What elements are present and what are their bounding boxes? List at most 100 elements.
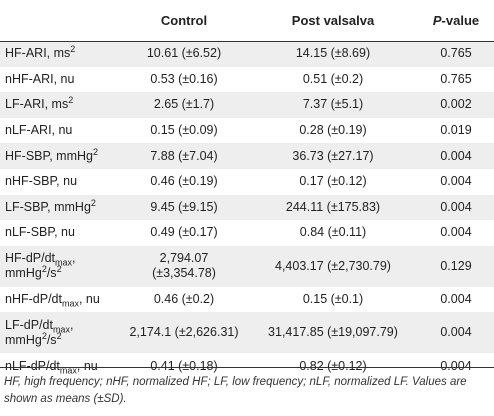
cell-control: 0.49 (±0.17) — [150, 225, 218, 240]
table-header-row: Control Post valsalva P-value — [0, 0, 494, 41]
cell-post: 31,417.85 (±19,097.79) — [268, 325, 398, 340]
cell-p-value: 0.002 — [440, 97, 472, 112]
row-label: HF-ARI, ms2 — [0, 41, 120, 67]
cell-p-value: 0.765 — [440, 71, 472, 86]
cell-p-value: 0.004 — [440, 199, 472, 214]
row-label: LF-dP/dtmax, mmHg2/s2 — [0, 312, 120, 353]
label-unit-tail: /s — [46, 332, 57, 347]
row-label: nHF-ARI, nu — [0, 67, 120, 93]
results-table: Control Post valsalva P-value HF-ARI, ms… — [0, 0, 494, 379]
cell-p-value: 0.004 — [440, 325, 472, 340]
label-suffix: , — [69, 317, 74, 332]
header-p-letter: P — [432, 13, 442, 28]
row-label: nHF-dP/dtmax, nu — [0, 287, 120, 313]
label-superscript: 2 — [56, 330, 62, 341]
label-unit: mmHg — [5, 332, 42, 347]
label-suffix: , nu — [76, 358, 98, 373]
label-superscript: 2 — [90, 197, 96, 208]
label-superscript: 2 — [92, 146, 98, 157]
label-superscript: 2 — [68, 95, 74, 106]
table-row: nLF-ARI, nu 0.15 (±0.09) 0.28 (±0.19) 0.… — [0, 117, 494, 144]
label-suffix: , — [72, 251, 76, 266]
table-row: nLF-dP/dtmax, nu 0.41 (±0.18) 0.82 (±0.1… — [0, 353, 494, 379]
cell-post: 0.15 (±0.1) — [302, 292, 364, 307]
row-label: nLF-dP/dtmax, nu — [0, 353, 120, 379]
header-post-valsalva: Post valsalva — [291, 13, 375, 28]
header-divider — [0, 41, 494, 42]
cell-post: 36.73 (±27.17) — [292, 148, 374, 163]
label-text: nLF-ARI, nu — [5, 123, 73, 138]
cell-control-sd: (±3,354.78) — [152, 266, 216, 281]
table-row: nHF-ARI, nu 0.53 (±0.16) 0.51 (±0.2) 0.7… — [0, 66, 494, 93]
row-label: HF-SBP, mmHg2 — [0, 143, 120, 169]
cell-control: 0.15 (±0.09) — [150, 123, 218, 138]
label-text: LF-SBP, mmHg — [5, 199, 91, 214]
cell-control: 0.46 (±0.19) — [150, 174, 218, 189]
cell-post: 0.82 (±0.12) — [299, 358, 367, 373]
cell-post: 14.15 (±8.69) — [295, 46, 371, 61]
row-label: LF-ARI, ms2 — [0, 92, 120, 118]
table-row: HF-dP/dtmax, mmHg2/s2 2,794.07 (±3,354.78)… — [0, 245, 494, 287]
table-row: nLF-SBP, nu 0.49 (±0.17) 0.84 (±0.11) 0.… — [0, 220, 494, 246]
cell-post: 4,403.17 (±2,730.79) — [275, 258, 391, 273]
cell-post: 244.11 (±175.83) — [285, 199, 381, 214]
cell-p-value: 0.765 — [440, 46, 472, 61]
row-label: LF-SBP, mmHg2 — [0, 195, 120, 221]
cell-control: 2,794.07 (±3,354.78) — [120, 246, 248, 287]
label-subscript: max — [52, 324, 70, 335]
cell-post: 0.28 (±0.19) — [299, 123, 367, 138]
table-row: HF-SBP, mmHg2 7.88 (±7.04) 36.73 (±27.17… — [0, 143, 494, 169]
header-control: Control — [160, 13, 208, 28]
label-superscript: 2 — [41, 264, 47, 275]
cell-p-value: 0.019 — [440, 123, 472, 138]
header-variable — [0, 0, 120, 41]
label-text: LF-ARI, ms — [5, 97, 69, 112]
cell-control: 2,174.1 (±2,626.31) — [129, 325, 239, 340]
label-suffix: , nu — [78, 292, 100, 307]
label-superscript: 2 — [70, 44, 76, 55]
table-row: LF-SBP, mmHg2 9.45 (±9.15) 244.11 (±175.… — [0, 194, 494, 221]
cell-control-mean: 2,794.07 — [159, 251, 209, 266]
label-text: nHF-SBP, nu — [5, 174, 78, 189]
cell-p-value: 0.129 — [440, 258, 472, 273]
label-subscript: max — [55, 257, 73, 268]
cell-control: 10.61 (±6.52) — [146, 46, 222, 61]
row-label: HF-dP/dtmax, mmHg2/s2 — [0, 246, 120, 287]
cell-post: 7.37 (±5.1) — [302, 97, 364, 112]
table-row: nHF-dP/dtmax, nu 0.46 (±0.2) 0.15 (±0.1)… — [0, 286, 494, 313]
cell-p-value: 0.004 — [440, 148, 472, 163]
cell-post: 0.51 (±0.2) — [302, 71, 364, 86]
header-p-suffix: -value — [441, 13, 480, 28]
label-superscript: 2 — [41, 330, 47, 341]
label-text: nLF-dP/dt — [5, 358, 60, 373]
cell-p-value: 0.004 — [440, 358, 472, 373]
label-text: nHF-dP/dt — [5, 292, 62, 307]
label-text: HF-dP/dt — [5, 251, 56, 266]
label-text: LF-dP/dt — [5, 317, 53, 332]
cell-control: 9.45 (±9.15) — [150, 199, 218, 214]
table-row: nHF-SBP, nu 0.46 (±0.19) 0.17 (±0.12) 0.… — [0, 168, 494, 195]
label-superscript: 2 — [56, 264, 62, 275]
table-footnote: HF, high frequency; nHF, normalized HF; … — [4, 376, 467, 405]
table-row: LF-dP/dtmax, mmHg2/s2 2,174.1 (±2,626.31)… — [0, 312, 494, 354]
label-text: HF-ARI, ms — [5, 46, 71, 61]
label-unit-tail: /s — [46, 266, 57, 281]
label-text: nHF-ARI, nu — [5, 71, 75, 86]
row-label: nLF-ARI, nu — [0, 118, 120, 144]
cell-post: 0.17 (±0.12) — [299, 174, 367, 189]
table-bottom-rule — [0, 367, 494, 368]
header-p-value: P-value — [418, 0, 494, 41]
cell-control: 0.46 (±0.2) — [153, 292, 215, 307]
label-text: HF-SBP, mmHg — [5, 148, 93, 163]
cell-post: 0.84 (±0.11) — [299, 225, 367, 240]
cell-control: 0.53 (±0.16) — [150, 71, 218, 86]
label-unit: mmHg — [5, 266, 42, 281]
cell-p-value: 0.004 — [440, 174, 472, 189]
cell-p-value: 0.004 — [440, 225, 472, 240]
table-row: HF-ARI, ms2 10.61 (±6.52) 14.15 (±8.69) … — [0, 41, 494, 67]
label-text: nLF-SBP, nu — [5, 225, 75, 240]
cell-p-value: 0.004 — [440, 292, 472, 307]
label-subscript: max — [61, 298, 79, 309]
label-subscript: max — [59, 365, 77, 376]
